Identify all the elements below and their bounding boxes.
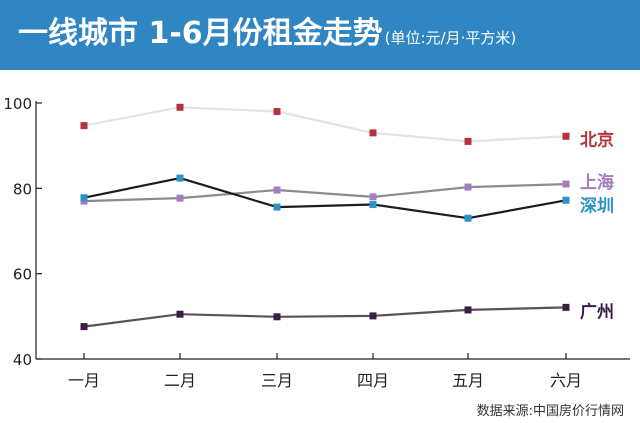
series-4-point [176, 310, 184, 318]
series-3-point [464, 214, 472, 222]
chart-title-text: 一线城市 1-6月份租金走势 [18, 16, 383, 51]
series-line-3 [83, 177, 567, 220]
series-1-point [562, 132, 570, 140]
series-4-point [80, 323, 88, 331]
series-2-point [464, 183, 472, 191]
x-tick-label: 三月 [261, 371, 293, 390]
series-1-point [80, 122, 88, 130]
series-1-point [273, 108, 281, 116]
x-tick-label: 二月 [164, 371, 196, 390]
chart-title: 一线城市 1-6月份租金走势 (单位:元/月·平方米) [18, 14, 516, 58]
series-3-point [562, 196, 570, 204]
series-2-point [562, 180, 570, 188]
series-2-point [369, 193, 377, 201]
y-tick-label: 80 [13, 180, 32, 198]
series-3-point [369, 201, 377, 209]
x-tick-label: 一月 [68, 371, 100, 390]
series-2-point [176, 194, 184, 202]
series-2-point [273, 186, 281, 194]
x-tick-label: 五月 [452, 371, 484, 390]
series-3-point [176, 174, 184, 182]
y-tick-label: 60 [13, 266, 32, 284]
series-label-1: 北京 [580, 129, 614, 150]
series-3-point [273, 203, 281, 211]
y-tick-label: 100 [3, 95, 32, 113]
series-label-2: 上海 [580, 172, 614, 193]
series-4-point [562, 303, 570, 311]
series-3-point [80, 194, 88, 202]
series-line-1 [83, 106, 567, 143]
series-line-4 [83, 306, 567, 328]
x-tick-label: 四月 [357, 371, 389, 390]
title-banner: 一线城市 1-6月份租金走势 (单位:元/月·平方米) [0, 0, 640, 70]
series-4-point [273, 313, 281, 321]
series-line-2 [83, 183, 567, 203]
series-4-point [369, 312, 377, 320]
series-1-point [464, 137, 472, 145]
chart-unit: (单位:元/月·平方米) [384, 29, 517, 47]
series-1-point [176, 103, 184, 111]
y-tick-label: 40 [13, 351, 32, 369]
series-1-point [369, 129, 377, 137]
x-tick-label: 六月 [550, 371, 582, 390]
series-4-point [464, 306, 472, 314]
data-source: 数据来源:中国房价行情网 [476, 404, 624, 419]
series-label-3: 深圳 [580, 195, 614, 216]
series-label-4: 广州 [580, 301, 614, 322]
